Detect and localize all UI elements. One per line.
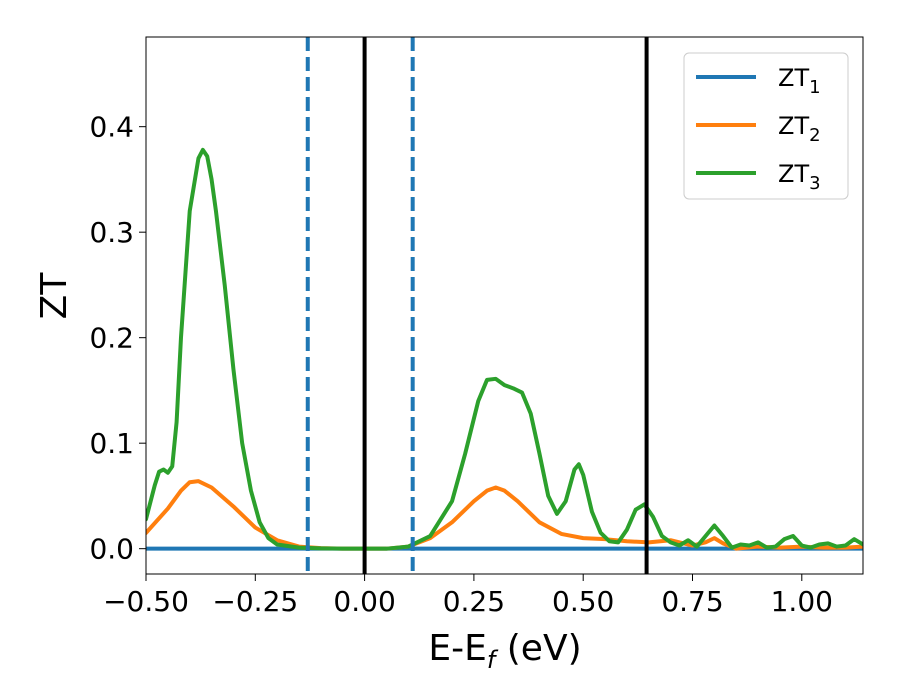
x-tick-label: 1.00 <box>771 585 833 618</box>
x-axis-title-main: E-E <box>428 628 486 669</box>
legend-label-zt1: ZT1 <box>778 64 821 98</box>
x-tick-label: −0.50 <box>103 585 189 618</box>
y-tick-label: 0.2 <box>89 322 134 355</box>
x-tick-label: 0.50 <box>552 585 614 618</box>
y-tick-label: 0.1 <box>89 427 134 460</box>
x-tick-label: 0.25 <box>443 585 505 618</box>
x-axis-title-unit: (eV) <box>495 628 581 669</box>
vline-layer <box>305 37 649 574</box>
y-tick-label: 0.3 <box>89 216 134 249</box>
x-tick-label: 0.00 <box>333 585 395 618</box>
y-tick-label: 0.4 <box>89 111 134 144</box>
legend-label-zt3: ZT3 <box>778 160 821 194</box>
y-tick-label: 0.0 <box>89 533 134 566</box>
y-ticks: 0.0 0.1 0.2 0.3 0.4 <box>89 111 146 566</box>
legend-box <box>683 52 849 200</box>
x-ticks: −0.50 −0.25 0.00 0.25 0.50 0.75 1.00 <box>103 574 833 618</box>
legend-label-zt2: ZT2 <box>778 112 821 146</box>
series-line-zt3 <box>146 147 863 551</box>
x-tick-label: −0.25 <box>212 585 298 618</box>
series-line-zt2 <box>146 479 863 551</box>
axes-frame <box>145 36 864 575</box>
legend: ZT1 ZT2 ZT3 <box>683 52 849 200</box>
x-tick-label: 0.75 <box>661 585 723 618</box>
x-axis-title: E-Ef (eV) <box>428 628 581 674</box>
y-axis-title: ZT <box>34 272 75 320</box>
series-layer <box>146 147 863 551</box>
